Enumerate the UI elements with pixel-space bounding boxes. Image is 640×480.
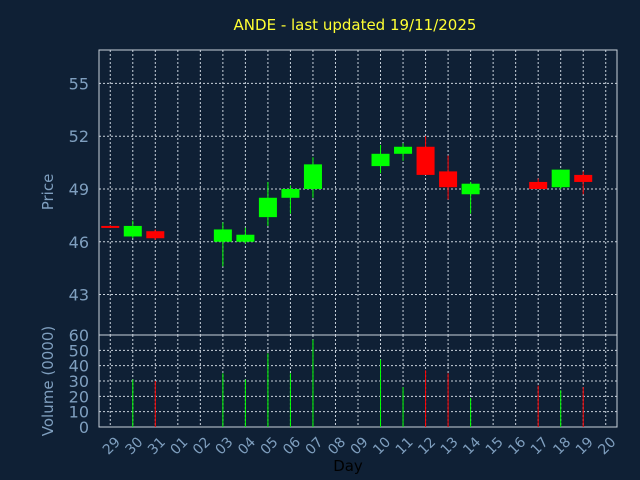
- candle-body-06: [281, 188, 300, 198]
- candle-body-17: [529, 181, 548, 189]
- volume-bars: [132, 339, 584, 427]
- candles: [101, 136, 593, 267]
- x-tick-05: 05: [258, 434, 282, 458]
- volume-tick-30: 30: [69, 372, 89, 391]
- x-tick-02: 02: [190, 434, 214, 458]
- candle-body-13: [439, 171, 458, 188]
- x-tick-31: 31: [145, 434, 169, 458]
- candle-body-19: [574, 174, 593, 182]
- volume-gridlines: [99, 335, 617, 427]
- volume-tick-20: 20: [69, 387, 89, 406]
- chart-title: ANDE - last updated 19/11/2025: [234, 16, 477, 34]
- x-tick-labels: 2930310102030405060708091011121314151617…: [100, 434, 619, 458]
- candle-body-12: [416, 146, 435, 175]
- candle-body-14: [461, 183, 480, 195]
- price-tick-52: 52: [69, 127, 89, 146]
- x-tick-07: 07: [303, 434, 327, 458]
- x-tick-01: 01: [168, 434, 192, 458]
- price-gridlines: [99, 50, 617, 335]
- x-tick-10: 10: [370, 434, 394, 458]
- candle-body-04: [236, 234, 255, 242]
- x-tick-18: 18: [550, 434, 574, 458]
- candle-body-18: [551, 169, 570, 188]
- volume-tick-0: 0: [79, 418, 89, 437]
- price-axis-label: Price: [39, 174, 57, 211]
- volume-tick-60: 60: [69, 326, 89, 345]
- candle-body-30: [123, 225, 142, 237]
- x-tick-30: 30: [122, 434, 146, 458]
- x-tick-17: 17: [528, 434, 552, 458]
- x-tick-29: 29: [100, 434, 124, 458]
- x-tick-04: 04: [235, 434, 259, 458]
- candle-body-29: [101, 225, 120, 228]
- x-tick-19: 19: [573, 434, 597, 458]
- x-tick-06: 06: [280, 434, 304, 458]
- price-panel-frame: [98, 49, 618, 336]
- candle-body-07: [303, 164, 322, 189]
- price-panel: 43 46 49 52 55 Price: [39, 49, 618, 336]
- x-tick-11: 11: [393, 434, 417, 458]
- candle-body-05: [258, 197, 277, 218]
- x-tick-15: 15: [483, 434, 507, 458]
- price-y-ticks: 43 46 49 52 55: [69, 74, 89, 304]
- x-axis-label: Day: [333, 457, 363, 475]
- x-tick-13: 13: [438, 434, 462, 458]
- price-tick-46: 46: [69, 233, 89, 252]
- x-tick-08: 08: [325, 434, 349, 458]
- volume-tick-40: 40: [69, 357, 89, 376]
- price-tick-49: 49: [69, 180, 89, 199]
- candle-body-31: [146, 231, 165, 239]
- price-tick-43: 43: [69, 286, 89, 305]
- x-tick-12: 12: [415, 434, 439, 458]
- x-tick-14: 14: [460, 434, 484, 458]
- candle-body-03: [213, 229, 232, 242]
- price-tick-55: 55: [69, 74, 89, 93]
- volume-tick-50: 50: [69, 341, 89, 360]
- volume-axis-label: Volume (0000): [39, 326, 57, 436]
- candle-body-10: [371, 153, 390, 167]
- volume-tick-10: 10: [69, 403, 89, 422]
- x-tick-09: 09: [348, 434, 372, 458]
- candle-body-11: [394, 146, 413, 154]
- x-tick-03: 03: [213, 434, 237, 458]
- x-tick-16: 16: [505, 434, 529, 458]
- x-tick-20: 20: [595, 434, 619, 458]
